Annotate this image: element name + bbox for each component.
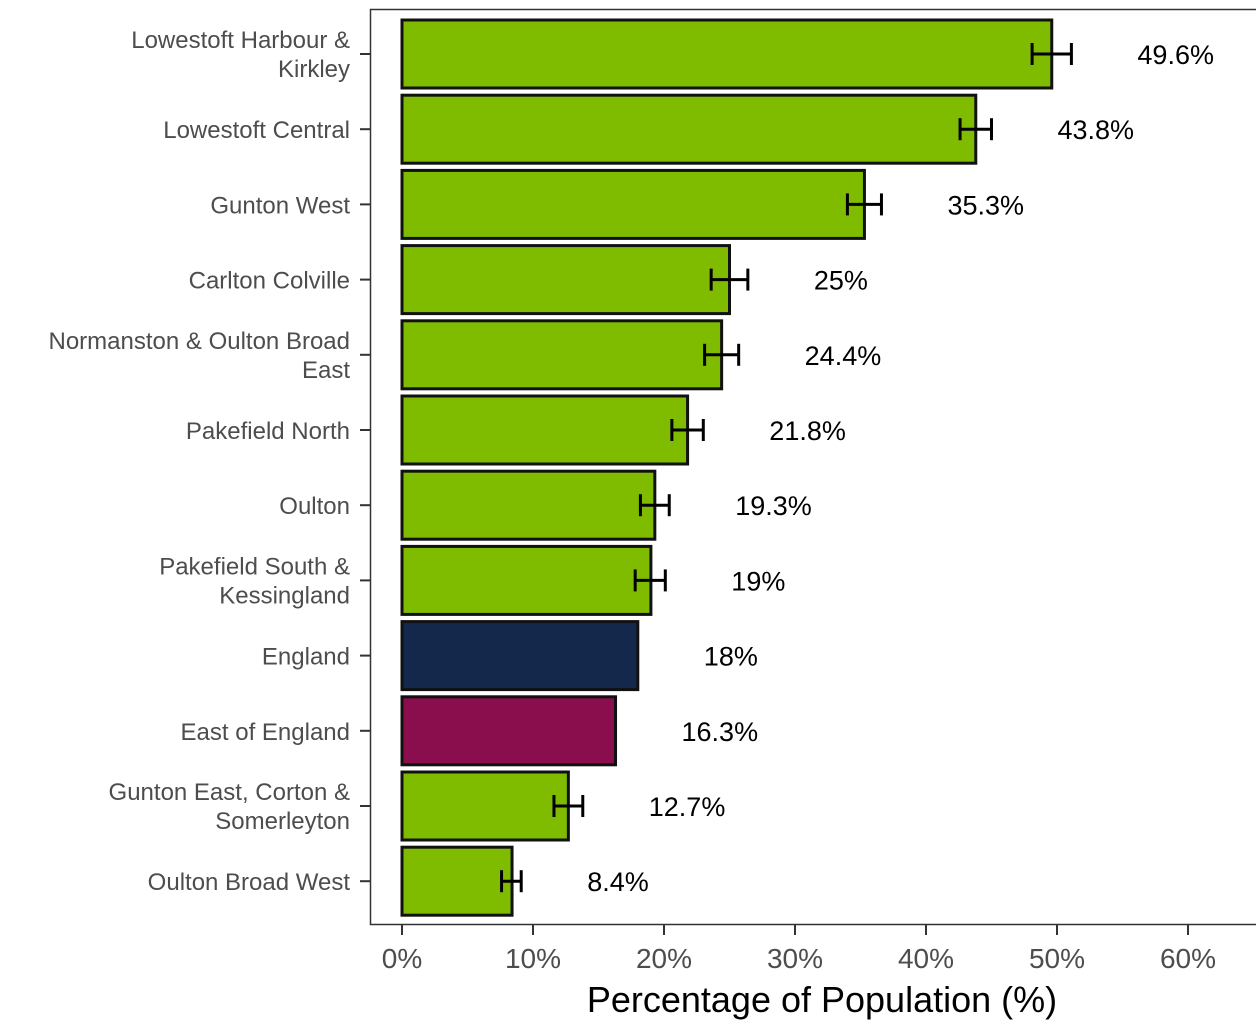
- x-tick-label: 60%: [1160, 943, 1216, 974]
- value-labels-layer: 49.6% 43.8% 35.3% 25% 24.4% 21.8% 19.3% 19% 18% 1…: [587, 40, 1214, 897]
- category-label: Pakefield South & Kessingland: [159, 553, 350, 609]
- bar: [400, 695, 618, 767]
- error-bar: [638, 494, 671, 517]
- category-label: East of England: [181, 719, 350, 746]
- value-label: 12.7%: [649, 792, 726, 822]
- value-label: 49.6%: [1137, 40, 1214, 70]
- x-tick-label: 20%: [636, 943, 692, 974]
- category-label: Gunton East, Corton & Somerleyton: [109, 779, 350, 835]
- error-bar: [845, 193, 883, 216]
- category-label-line: Kirkley: [278, 56, 350, 83]
- category-label: Lowestoft Harbour & Kirkley: [131, 27, 350, 83]
- bar: [400, 770, 570, 842]
- category-label: Lowestoft Central: [163, 117, 350, 144]
- x-axis: 0% 10% 20% 30% 40% 50% 60%: [382, 925, 1216, 974]
- category-label: Oulton Broad West: [148, 869, 351, 896]
- category-label-line: Gunton East, Corton &: [109, 779, 350, 806]
- error-bar: [703, 343, 741, 366]
- x-tick-label: 0%: [382, 943, 422, 974]
- x-tick-label: 40%: [898, 943, 954, 974]
- category-label-line: East: [302, 357, 350, 384]
- x-tick-label: 30%: [767, 943, 823, 974]
- category-label-line: Kessingland: [219, 582, 350, 609]
- y-axis: Lowestoft Harbour & Kirkley Lowestoft Cent…: [49, 27, 370, 896]
- bar: [400, 620, 640, 692]
- bars-layer: [400, 18, 1054, 917]
- category-label: Carlton Colville: [189, 268, 350, 295]
- value-label: 19%: [731, 566, 785, 596]
- category-label-line: Somerleyton: [215, 808, 350, 835]
- value-label: 35.3%: [947, 190, 1024, 220]
- error-bar: [670, 419, 705, 441]
- bar: [400, 93, 978, 165]
- value-label: 24.4%: [805, 341, 882, 371]
- error-bar: [1030, 43, 1073, 65]
- bar: [400, 544, 653, 616]
- error-bar: [709, 268, 750, 291]
- error-bars-layer: [500, 43, 1073, 893]
- value-label: 25%: [814, 266, 868, 296]
- category-label: Oulton: [279, 493, 350, 520]
- value-label: 18%: [704, 642, 758, 672]
- x-tick-label: 10%: [505, 943, 561, 974]
- value-label: 21.8%: [769, 416, 846, 446]
- x-tick-label: 50%: [1029, 943, 1085, 974]
- category-label-line: Pakefield South &: [159, 553, 350, 580]
- category-label: England: [262, 644, 350, 671]
- bar: [400, 244, 731, 316]
- bar: [400, 469, 657, 541]
- error-bar: [552, 795, 585, 817]
- bar: [400, 394, 690, 466]
- value-label: 43.8%: [1058, 115, 1135, 145]
- value-label: 8.4%: [587, 867, 649, 897]
- x-axis-title: Percentage of Population (%): [587, 979, 1057, 1020]
- category-label: Pakefield North: [186, 418, 350, 445]
- bar: [400, 168, 866, 240]
- error-bar: [958, 118, 993, 141]
- bar: [400, 18, 1054, 90]
- bar: [400, 319, 724, 391]
- error-bar: [633, 569, 667, 592]
- error-bar: [500, 870, 523, 893]
- plot-panel-border: [369, 8, 1256, 926]
- category-label: Normanston & Oulton Broad East: [49, 328, 351, 384]
- category-label-line: Normanston & Oulton Broad: [49, 328, 351, 355]
- value-label: 19.3%: [735, 491, 812, 521]
- category-label-line: Lowestoft Harbour &: [131, 27, 350, 54]
- value-label: 16.3%: [682, 717, 759, 747]
- bar: [400, 845, 514, 917]
- category-label: Gunton West: [210, 192, 350, 219]
